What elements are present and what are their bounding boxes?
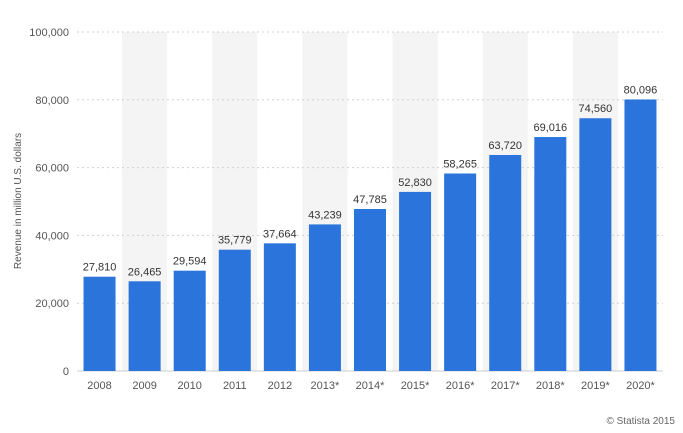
data-label: 58,265 — [443, 158, 477, 170]
bar — [444, 173, 477, 371]
y-axis-ticks: 0 20,000 40,000 60,000 80,000 100,000 — [29, 27, 69, 378]
x-tick-label: 2017* — [491, 380, 520, 392]
data-label: 37,664 — [263, 228, 297, 240]
bar — [83, 276, 116, 371]
data-label: 27,810 — [83, 262, 117, 274]
y-tick-label: 100,000 — [29, 27, 69, 39]
x-tick-label: 2020* — [626, 380, 655, 392]
data-label: 52,830 — [398, 177, 432, 189]
data-label: 29,594 — [173, 256, 207, 268]
y-tick-label: 60,000 — [35, 163, 69, 175]
x-tick-label: 2013* — [311, 380, 340, 392]
data-label: 26,465 — [128, 266, 162, 278]
y-tick-label: 20,000 — [35, 298, 69, 310]
x-tick-label: 2008 — [87, 380, 111, 392]
y-tick-label: 80,000 — [35, 95, 69, 107]
bar — [354, 209, 386, 371]
y-axis-label: Revenue in million U.S. dollars — [13, 133, 24, 269]
x-tick-label: 2009 — [132, 380, 156, 392]
x-tick-label: 2015* — [401, 380, 430, 392]
x-axis-ticks: 2008 2009 2010 2011 2012 2013* 2014* 2015* 2016*… — [87, 380, 655, 392]
bar — [128, 281, 161, 371]
x-tick-label: 2016* — [446, 380, 475, 392]
x-tick-label: 2014* — [356, 380, 385, 392]
y-tick-label: 0 — [63, 366, 69, 378]
data-label: 35,779 — [218, 235, 252, 247]
x-tick-label: 2010 — [177, 380, 201, 392]
bar — [579, 118, 612, 371]
bar — [534, 137, 567, 371]
y-tick-label: 40,000 — [35, 230, 69, 242]
bar — [173, 270, 206, 371]
bar — [218, 249, 251, 371]
source-credit: © Statista 2015 — [606, 416, 675, 427]
data-label: 69,016 — [533, 122, 567, 134]
data-label: 43,239 — [308, 209, 342, 221]
data-label: 63,720 — [488, 140, 522, 152]
bar — [308, 224, 341, 371]
bars — [83, 99, 657, 372]
bar — [624, 99, 657, 372]
data-label: 74,560 — [579, 103, 613, 115]
x-tick-label: 2019* — [581, 380, 610, 392]
data-label: 80,096 — [624, 84, 658, 96]
x-tick-label: 2011 — [223, 380, 247, 392]
x-tick-label: 2018* — [536, 380, 565, 392]
bar — [399, 191, 432, 371]
bar — [263, 243, 296, 371]
bar — [489, 154, 522, 371]
data-labels: 27,810 26,465 29,594 35,779 37,664 43,239 47,7… — [83, 84, 658, 278]
x-tick-label: 2012 — [268, 380, 292, 392]
data-label: 47,785 — [353, 194, 387, 206]
